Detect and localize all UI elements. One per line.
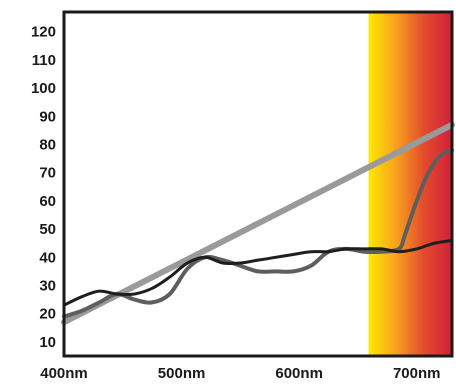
y-tick-label: 30 xyxy=(39,278,56,295)
plot-frame xyxy=(62,10,454,358)
series-line-2 xyxy=(62,148,454,319)
y-tick-label: 110 xyxy=(32,52,56,69)
chart-marks xyxy=(61,121,455,326)
x-tick-label: 500nm xyxy=(158,365,206,382)
y-tick-label: 100 xyxy=(31,80,56,97)
y-axis-ticks: 10 20 30 40 50 60 70 80 90 100 110 120 xyxy=(31,24,56,351)
y-tick-label: 50 xyxy=(39,221,56,238)
y-tick-label: 20 xyxy=(39,306,56,323)
y-tick-label: 90 xyxy=(39,108,56,125)
y-tick-label: 60 xyxy=(39,193,56,210)
x-tick-label: 400nm xyxy=(40,365,88,382)
spectrum-color-band xyxy=(368,12,452,356)
y-tick-label: 80 xyxy=(39,137,56,154)
series-line-3 xyxy=(62,238,454,307)
y-tick-label: 120 xyxy=(31,24,56,41)
y-tick-label: 40 xyxy=(39,249,56,266)
x-tick-label: 700nm xyxy=(393,365,441,382)
y-tick-label: 70 xyxy=(39,165,56,182)
x-tick-label: 600nm xyxy=(275,365,323,382)
y-tick-label: 10 xyxy=(39,334,56,351)
x-axis-ticks: 400nm 500nm 600nm 700nm xyxy=(40,365,440,382)
